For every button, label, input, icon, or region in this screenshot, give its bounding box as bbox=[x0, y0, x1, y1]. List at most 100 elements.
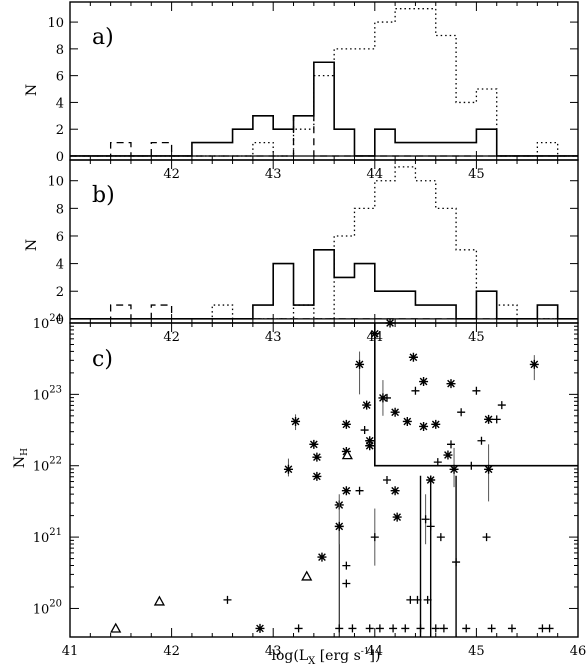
star-point bbox=[431, 419, 441, 429]
plus-point bbox=[370, 533, 379, 542]
star-point bbox=[312, 471, 322, 481]
plus-point bbox=[382, 476, 391, 484]
triangle-point bbox=[301, 570, 313, 581]
panel-b-ytick-label: 10 bbox=[47, 175, 64, 190]
panel-b-series-solid bbox=[70, 248, 578, 320]
plus-point bbox=[472, 386, 481, 395]
panel-b: 0 2 4 6 8 10 42 43 44 45 b) N bbox=[24, 159, 579, 345]
triangle-point bbox=[153, 595, 166, 606]
plus-point bbox=[342, 579, 351, 588]
star-point bbox=[443, 450, 453, 460]
panel-a-series-dashed bbox=[70, 115, 578, 157]
panel-c-xtick-label: 43 bbox=[265, 644, 282, 659]
plus-point bbox=[477, 436, 486, 445]
star-point bbox=[317, 552, 327, 562]
region-box bbox=[374, 323, 578, 467]
star-point bbox=[365, 436, 375, 446]
panel-c-xtick-label: 41 bbox=[62, 644, 79, 659]
panel-b-xtick-label: 45 bbox=[468, 330, 485, 345]
panel-b-ytick-label: 4 bbox=[56, 258, 64, 273]
plus-point bbox=[545, 624, 554, 633]
plus-point bbox=[423, 595, 432, 604]
plus-point bbox=[482, 533, 491, 542]
panel-a-frame bbox=[69, 1, 579, 161]
star-point bbox=[283, 464, 293, 474]
plus-point bbox=[382, 393, 391, 402]
triangle-point bbox=[341, 449, 353, 460]
panel-b-ytick-label: 8 bbox=[56, 202, 64, 217]
panel-c-xtick-label: 42 bbox=[163, 644, 180, 659]
panel-a-ylabel: N bbox=[24, 84, 40, 96]
plus-point bbox=[462, 624, 471, 633]
panel-b-label: b) bbox=[92, 183, 115, 208]
panel-a-series-solid bbox=[70, 61, 578, 157]
plus-point bbox=[355, 486, 364, 495]
plus-point bbox=[431, 624, 440, 633]
plus-point bbox=[413, 595, 422, 604]
plus-point bbox=[492, 415, 501, 424]
panel-a-xtick-label: 45 bbox=[468, 167, 485, 182]
panel-a: 0 2 4 6 8 10 42 43 44 45 a) N bbox=[24, 1, 579, 182]
plus-point bbox=[507, 624, 516, 633]
plus-point bbox=[497, 401, 506, 410]
star-point bbox=[402, 416, 412, 426]
plus-point bbox=[365, 624, 374, 633]
plus-point bbox=[439, 624, 448, 633]
panel-a-ytick-label: 8 bbox=[56, 43, 64, 58]
plus-point bbox=[406, 595, 415, 604]
panel-c-xlabel: log(LX [erg s-1]) bbox=[272, 647, 381, 665]
plus-point bbox=[223, 595, 232, 604]
panel-c-label: c) bbox=[92, 347, 113, 372]
plus-point bbox=[401, 624, 410, 633]
panel-a-xtick-label: 42 bbox=[163, 167, 180, 182]
star-point bbox=[408, 352, 418, 362]
plus-point bbox=[452, 558, 461, 567]
panel-c-ytick-label: 1023 bbox=[33, 384, 62, 403]
star-point bbox=[312, 452, 322, 462]
panel-c-ylabel: NH bbox=[12, 448, 30, 468]
plus-point bbox=[389, 624, 398, 633]
plus-point bbox=[467, 461, 476, 470]
panel-a-ytick-label: 2 bbox=[56, 123, 64, 138]
star-point bbox=[341, 486, 351, 496]
panel-c-xtick-label: 46 bbox=[570, 644, 587, 659]
panel-c-xtick-label: 45 bbox=[468, 644, 485, 659]
panel-a-xtick-label: 44 bbox=[367, 167, 384, 182]
star-point bbox=[484, 464, 494, 474]
star-point bbox=[362, 400, 372, 410]
panel-b-ylabel: N bbox=[24, 239, 40, 251]
panel-c: 1020 1021 1022 1023 1024 41 42 43 44 45 46 c) NH l… bbox=[12, 313, 586, 665]
panel-b-ytick-label: 6 bbox=[56, 230, 64, 245]
panel-a-ytick-label: 6 bbox=[56, 70, 64, 85]
star-point bbox=[390, 407, 400, 417]
star-point bbox=[365, 441, 375, 451]
star-point bbox=[529, 359, 539, 369]
plus-point bbox=[421, 515, 430, 524]
panel-a-xtick-label: 43 bbox=[265, 167, 282, 182]
plus-point bbox=[411, 386, 420, 395]
plus-point bbox=[426, 522, 435, 531]
panel-b-series-dashed bbox=[70, 304, 578, 320]
star-point bbox=[378, 393, 388, 403]
star-point bbox=[390, 486, 400, 496]
star-point bbox=[309, 439, 319, 449]
panel-b-series-dotted bbox=[70, 166, 578, 320]
plus-point bbox=[447, 440, 455, 449]
panel-c-ytick-label: 1021 bbox=[33, 527, 62, 546]
plus-point bbox=[360, 426, 369, 435]
plus-point bbox=[294, 624, 303, 633]
panel-b-frame bbox=[69, 159, 579, 324]
star-point bbox=[449, 464, 459, 474]
plus-point bbox=[436, 533, 445, 542]
star-point bbox=[255, 623, 265, 633]
panel-b-xtick-label: 43 bbox=[265, 330, 282, 345]
star-point bbox=[392, 512, 402, 522]
triangle-point bbox=[110, 622, 122, 633]
panel-b-xtick-label: 42 bbox=[163, 330, 180, 345]
panel-a-series-dotted bbox=[70, 8, 578, 157]
star-point bbox=[355, 359, 365, 369]
panel-a-ytick-label: 10 bbox=[47, 16, 64, 31]
plus-point bbox=[342, 561, 351, 570]
panel-c-frame bbox=[69, 322, 579, 638]
